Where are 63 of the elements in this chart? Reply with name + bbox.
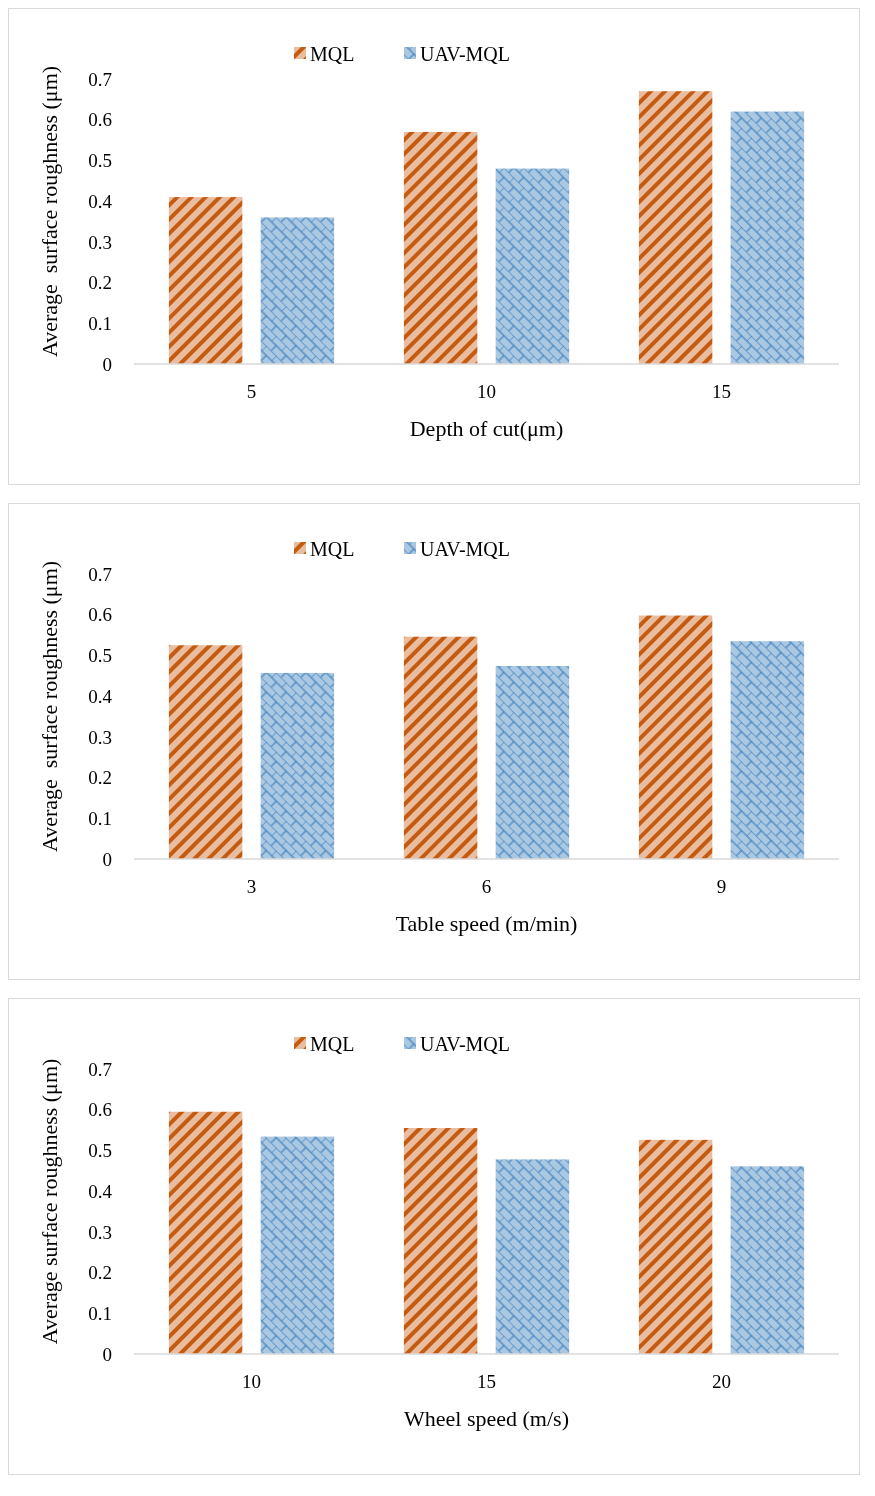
x-axis-title: Depth of cut(μm): [409, 416, 564, 441]
bar: [495, 1159, 570, 1354]
legend-label: UAV-MQL: [420, 538, 511, 560]
bar: [730, 1166, 805, 1354]
y-tick-label: 0.5: [88, 150, 112, 172]
x-tick-label: 10: [242, 1371, 261, 1392]
legend-label: MQL: [310, 1033, 355, 1055]
bar: [403, 636, 478, 859]
x-tick-label: 9: [716, 876, 727, 897]
y-axis-title: Average surface roughness (μm): [37, 65, 62, 358]
bar: [403, 131, 478, 364]
bar: [638, 1139, 713, 1354]
bar: [168, 645, 243, 859]
y-tick-label: 0.3: [88, 726, 112, 748]
y-axis-title: Average surface roughness (μm): [37, 560, 62, 853]
bar: [260, 1136, 335, 1354]
y-tick-label: 0.2: [88, 767, 112, 789]
bar: [168, 197, 243, 364]
bar: [403, 1128, 478, 1354]
y-tick-label: 0.3: [88, 1221, 112, 1243]
x-axis-title: Table speed (m/min): [395, 911, 578, 936]
y-tick-label: 0.5: [88, 1140, 112, 1162]
bar: [495, 168, 570, 364]
y-tick-label: 0.1: [88, 807, 112, 829]
legend-label: MQL: [310, 538, 355, 560]
bar: [638, 615, 713, 859]
x-tick-label: 5: [246, 381, 257, 402]
bar: [260, 217, 335, 364]
legend-label: UAV-MQL: [420, 1033, 511, 1055]
y-tick-label: 0.2: [88, 272, 112, 294]
bar: [730, 111, 805, 364]
y-tick-label: 0.6: [88, 604, 112, 626]
y-tick-label: 0.7: [88, 563, 112, 585]
y-tick-label: 0.5: [88, 645, 112, 667]
x-tick-label: 20: [712, 1371, 731, 1392]
y-tick-label: 0.1: [88, 1302, 112, 1324]
x-tick-label: 10: [477, 381, 496, 402]
bar: [638, 91, 713, 364]
bar: [260, 672, 335, 859]
x-tick-label: 15: [712, 381, 731, 402]
x-tick-label: 6: [481, 876, 492, 897]
legend-label: MQL: [310, 43, 355, 65]
y-tick-label: 0: [102, 848, 112, 870]
y-tick-label: 0.4: [88, 1180, 113, 1202]
y-tick-label: 0.6: [88, 1099, 112, 1121]
y-tick-label: 0.4: [88, 685, 113, 707]
x-tick-label: 15: [477, 1371, 496, 1392]
bar: [730, 641, 805, 859]
y-axis-title: Average surface roughness (μm): [37, 1058, 62, 1345]
y-tick-label: 0: [102, 1343, 112, 1365]
bar: [495, 666, 570, 859]
x-tick-label: 3: [246, 876, 257, 897]
y-tick-label: 0.6: [88, 109, 112, 131]
y-tick-label: 0.4: [88, 190, 113, 212]
y-tick-label: 0.7: [88, 1058, 112, 1080]
y-tick-label: 0.7: [88, 68, 112, 90]
x-axis-title: Wheel speed (m/s): [404, 1406, 569, 1431]
y-tick-label: 0: [102, 353, 112, 375]
bar: [168, 1111, 243, 1354]
y-tick-label: 0.2: [88, 1262, 112, 1284]
y-tick-label: 0.1: [88, 312, 112, 334]
y-tick-label: 0.3: [88, 231, 112, 253]
legend-label: UAV-MQL: [420, 43, 511, 65]
